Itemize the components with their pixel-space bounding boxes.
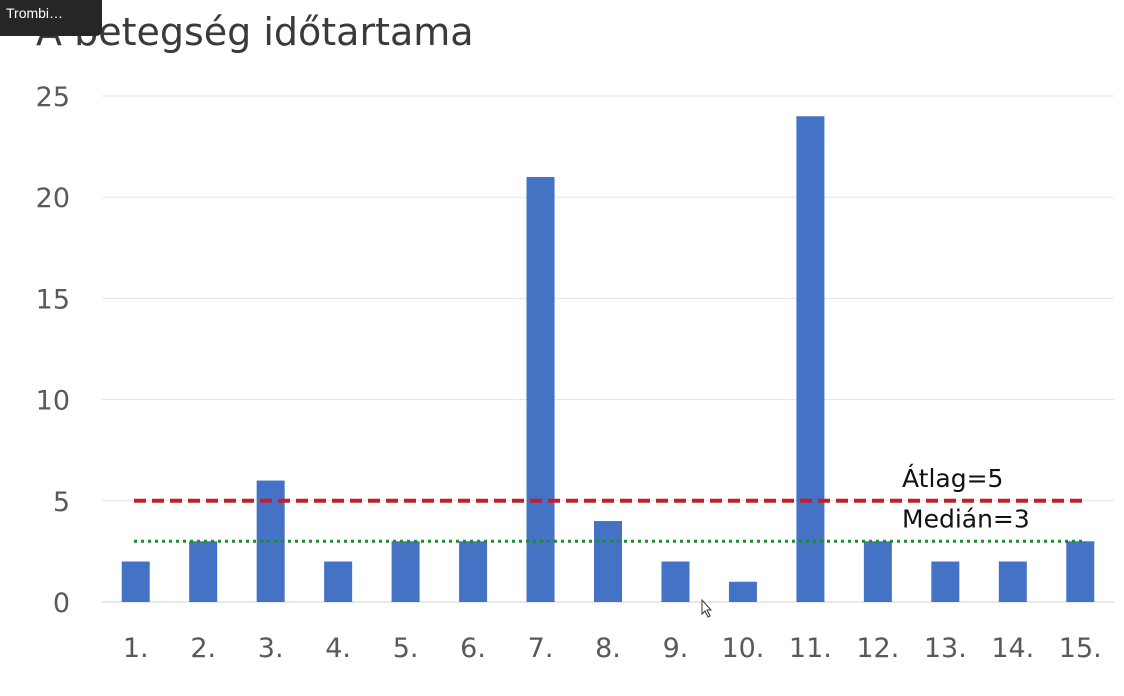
x-tick-label: 14. <box>991 633 1034 664</box>
x-tick-label: 7. <box>528 633 554 664</box>
bar <box>728 581 757 602</box>
bar <box>189 541 218 602</box>
bar <box>931 561 960 602</box>
bar <box>459 541 488 602</box>
reference-lines: Átlag=5 Medián=3 <box>134 464 1084 543</box>
bars <box>121 116 1095 603</box>
y-axis-tick-labels: 0 5 10 15 20 25 <box>36 82 70 619</box>
x-tick-label: 5. <box>393 633 419 664</box>
bar <box>863 541 892 602</box>
x-tick-label: 8. <box>595 633 621 664</box>
bar <box>796 116 825 603</box>
y-tick-label: 10 <box>36 386 70 417</box>
reference-line-label: Átlag=5 <box>902 464 1003 493</box>
participant-name-badge: Trombi… <box>0 0 102 36</box>
bar <box>1066 541 1095 602</box>
x-tick-label: 4. <box>325 633 351 664</box>
y-tick-label: 25 <box>36 82 70 113</box>
bar <box>526 176 555 602</box>
bar <box>391 541 420 602</box>
y-tick-label: 20 <box>36 183 70 214</box>
x-tick-label: 11. <box>789 633 832 664</box>
x-tick-label: 10. <box>721 633 764 664</box>
x-tick-label: 13. <box>924 633 967 664</box>
bar <box>998 561 1027 602</box>
chart-title: A betegség időtartama <box>36 10 474 54</box>
x-tick-label: 3. <box>258 633 284 664</box>
bar <box>324 561 353 602</box>
x-axis-tick-labels: 1. 2. 3. 4. 5. 6. 7. 8. 9. 10. 11. 12. 13. 14. 15. <box>123 633 1102 664</box>
y-tick-label: 15 <box>36 284 70 315</box>
x-tick-label: 6. <box>460 633 486 664</box>
mouse-cursor-icon <box>701 598 713 618</box>
x-tick-label: 12. <box>856 633 899 664</box>
y-tick-label: 0 <box>53 588 70 619</box>
bar <box>661 561 690 602</box>
bar <box>121 561 150 602</box>
bar <box>594 521 622 602</box>
x-tick-label: 2. <box>190 633 216 664</box>
y-tick-label: 5 <box>53 487 70 518</box>
x-tick-label: 1. <box>123 633 149 664</box>
reference-line-label: Medián=3 <box>902 504 1030 533</box>
x-tick-label: 15. <box>1059 633 1102 664</box>
x-tick-label: 9. <box>663 633 689 664</box>
